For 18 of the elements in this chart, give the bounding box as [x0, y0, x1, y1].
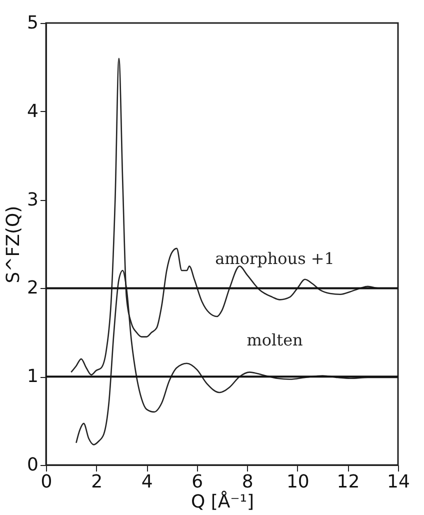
x-tick-label: 14 [387, 472, 410, 492]
x-tick-label: 0 [40, 472, 52, 492]
y-tick-label: 2 [27, 278, 38, 299]
series-label: molten [246, 330, 303, 350]
y-tick-label: 5 [27, 12, 38, 34]
x-tick-label: 4 [141, 472, 153, 492]
x-axis-title: Q [Å⁻¹] [191, 490, 254, 512]
y-tick-label: 4 [27, 100, 38, 122]
x-tick-label: 6 [192, 472, 204, 492]
y-tick-label: 1 [27, 366, 38, 388]
y-tick-label: 3 [27, 189, 38, 210]
x-tick-label: 2 [91, 472, 103, 492]
x-tick-label: 10 [286, 472, 310, 492]
series-label: amorphous +1 [215, 249, 334, 268]
x-tick-label: 12 [336, 472, 360, 492]
y-tick-label: 0 [27, 454, 38, 476]
y-axis-title: S^FZ(Q) [3, 206, 24, 284]
x-tick-label: 8 [242, 472, 254, 492]
